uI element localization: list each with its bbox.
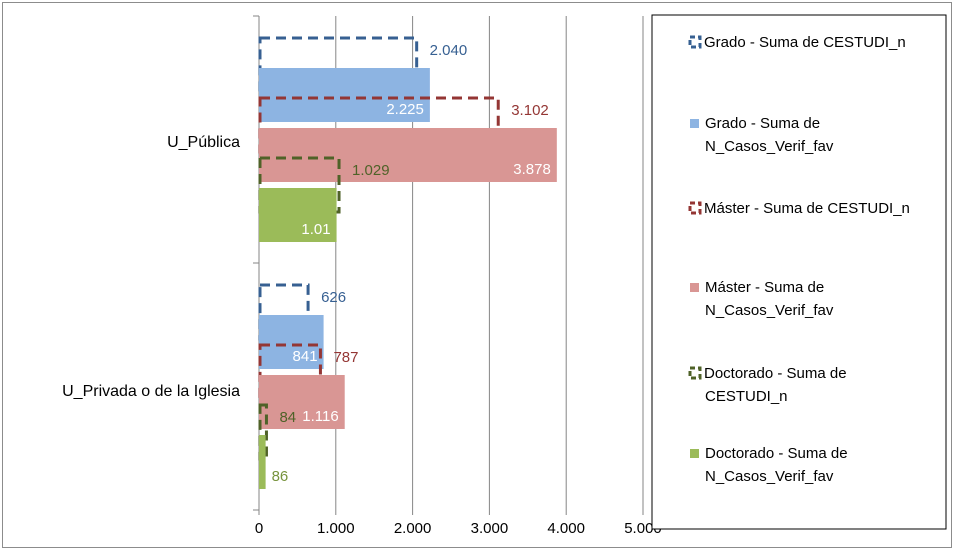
x-tick-label: 2.000: [394, 520, 432, 537]
data-label: 3.102: [511, 102, 549, 119]
bar-outline: [258, 403, 268, 461]
data-label: 1.01: [301, 221, 330, 238]
legend-swatch: [688, 366, 702, 380]
bar: [259, 315, 324, 369]
legend-label: Doctorado - Suma de: [705, 445, 848, 462]
data-label: 1.116: [302, 408, 338, 425]
legend-label: Máster - Suma de: [705, 279, 824, 296]
data-label: 787: [333, 349, 358, 366]
legend-swatch: [688, 35, 702, 49]
x-tick-label: 3.000: [471, 520, 509, 537]
x-tick-label: 4.000: [547, 520, 585, 537]
bar: [259, 375, 345, 429]
legend-label: N_Casos_Verif_fav: [705, 302, 834, 319]
legend-label: Grado - Suma de: [705, 115, 820, 132]
bar: [259, 435, 266, 489]
bar: [259, 128, 557, 182]
category-label: U_Privada o de la Iglesia: [62, 383, 240, 400]
data-label: 3.878: [513, 161, 551, 178]
x-tick-label: 0: [255, 520, 263, 537]
legend-label: N_Casos_Verif_fav: [705, 138, 834, 155]
data-label: 84: [279, 409, 296, 426]
bar-outline: [258, 96, 500, 154]
legend-label: Máster - Suma de CESTUDI_n: [704, 200, 910, 217]
bar: [259, 188, 337, 242]
legend-swatch: [688, 201, 702, 215]
bar: [259, 68, 430, 122]
data-label: 2.040: [430, 42, 468, 59]
data-label: 626: [321, 289, 346, 306]
data-label: 1.029: [352, 162, 390, 179]
data-label: 2.225: [386, 101, 424, 118]
legend-swatch: [690, 449, 699, 458]
x-tick-label: 1.000: [317, 520, 355, 537]
legend-swatch: [690, 283, 699, 292]
category-label: U_Pública: [167, 134, 240, 151]
legend-swatch: [690, 119, 699, 128]
legend-label: Grado - Suma de CESTUDI_n: [704, 34, 906, 51]
data-label: 841: [293, 348, 318, 365]
legend-label: Doctorado - Suma de: [704, 365, 847, 382]
legend-box: [651, 14, 947, 530]
bar-outline: [258, 156, 341, 214]
data-label: 86: [272, 468, 289, 485]
bar-outline: [258, 283, 310, 341]
legend-label: CESTUDI_n: [705, 388, 788, 405]
legend-label: N_Casos_Verif_fav: [705, 468, 834, 485]
